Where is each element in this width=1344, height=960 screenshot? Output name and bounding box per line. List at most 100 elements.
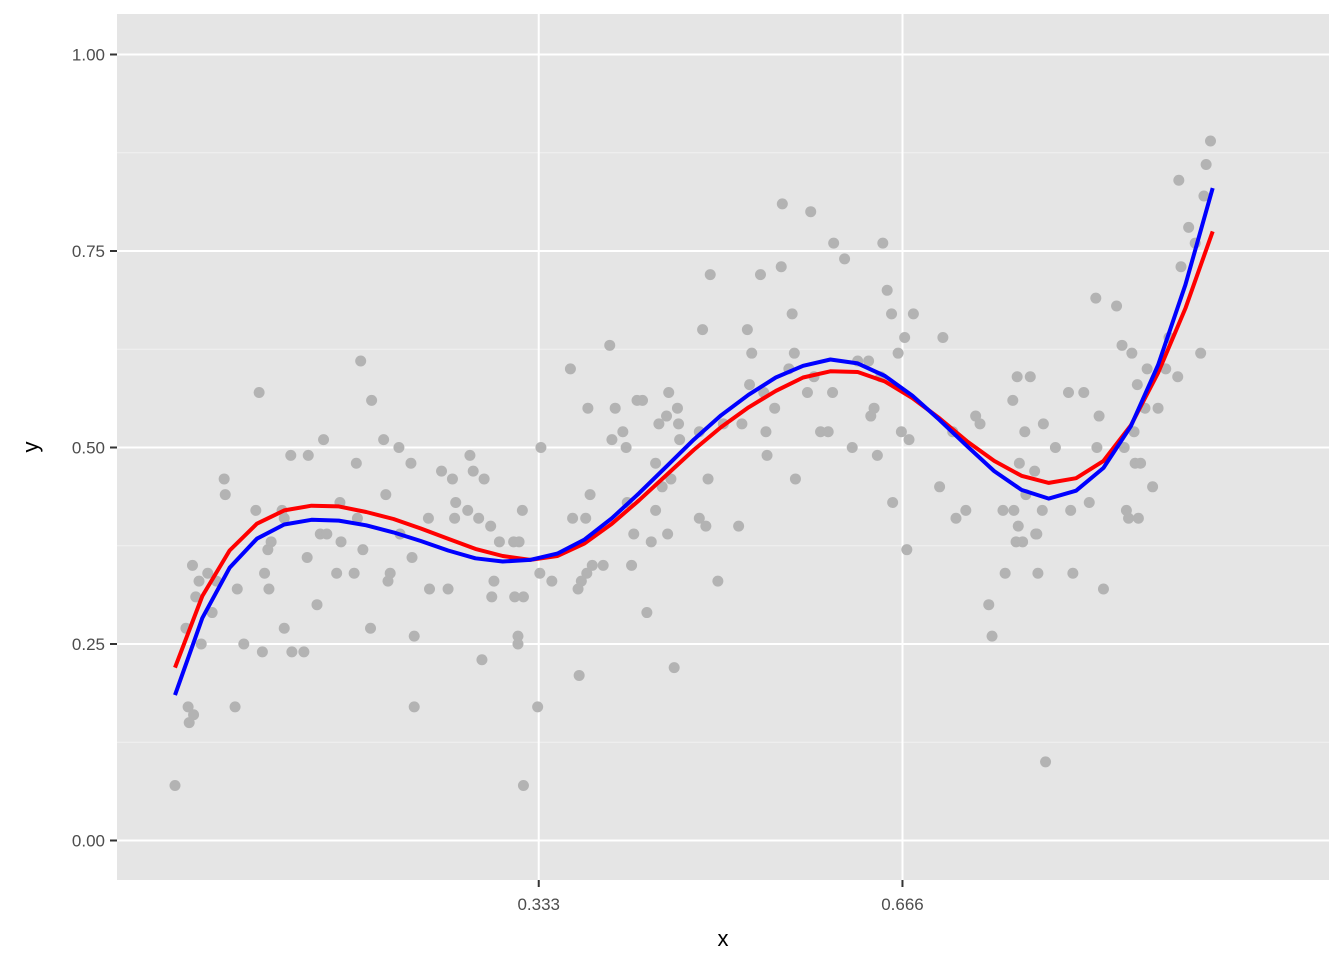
data-point — [351, 512, 363, 524]
data-point — [1183, 221, 1195, 233]
data-point — [827, 386, 839, 398]
data-point — [1011, 371, 1023, 383]
data-point — [805, 206, 817, 218]
x-tick-label: 0.666 — [881, 895, 924, 914]
data-point — [393, 442, 405, 453]
data-point — [478, 473, 490, 485]
data-point — [871, 449, 883, 461]
data-point — [357, 544, 369, 556]
data-point — [702, 473, 714, 485]
data-point — [1200, 159, 1212, 171]
data-point — [573, 669, 585, 681]
data-point — [1031, 528, 1043, 540]
data-point — [365, 622, 377, 634]
data-point — [604, 339, 616, 351]
data-point — [1205, 135, 1217, 147]
data-point — [513, 536, 525, 548]
data-point — [788, 347, 800, 359]
data-point — [424, 583, 436, 595]
data-point — [769, 402, 781, 414]
data-point — [637, 394, 649, 406]
data-point — [218, 473, 230, 485]
data-point — [822, 426, 834, 438]
y-tick-label: 1.00 — [72, 46, 105, 65]
data-point — [464, 449, 476, 461]
data-point — [584, 489, 596, 501]
x-axis-title: x — [718, 926, 729, 951]
data-point — [581, 567, 593, 579]
data-point — [776, 198, 788, 210]
data-point — [298, 646, 310, 658]
data-point — [193, 575, 205, 587]
data-point — [661, 410, 673, 422]
data-point — [488, 575, 500, 587]
data-point — [892, 347, 904, 359]
data-point — [366, 394, 378, 406]
data-point — [318, 434, 330, 446]
data-point — [1123, 512, 1135, 524]
data-point — [265, 536, 277, 548]
data-point — [1175, 261, 1187, 273]
data-point — [641, 607, 653, 619]
data-point — [1172, 371, 1184, 383]
data-point — [712, 575, 724, 587]
data-point — [473, 512, 485, 524]
data-point — [1032, 567, 1044, 579]
data-point — [828, 237, 840, 249]
data-point — [628, 528, 640, 540]
data-point — [1008, 504, 1020, 516]
data-point — [775, 261, 787, 273]
data-point — [331, 567, 343, 579]
data-point — [476, 654, 488, 666]
data-point — [442, 583, 454, 595]
y-tick-label: 0.75 — [72, 242, 105, 261]
data-point — [263, 583, 275, 595]
data-point — [311, 599, 323, 611]
data-point — [907, 308, 919, 320]
data-point — [997, 504, 1009, 516]
red-fit-line — [173, 230, 1215, 669]
data-point — [229, 701, 241, 713]
fit-lines — [173, 187, 1215, 696]
data-point — [789, 473, 801, 485]
data-point — [1040, 756, 1052, 768]
data-point — [736, 418, 748, 430]
data-point — [1195, 347, 1207, 359]
data-point — [1111, 300, 1123, 312]
data-point — [1135, 457, 1147, 469]
data-point — [532, 701, 544, 713]
data-point — [1132, 512, 1144, 524]
data-point — [899, 331, 911, 343]
data-point — [1118, 442, 1130, 453]
y-tick-label: 0.25 — [72, 635, 105, 654]
data-point — [1017, 536, 1029, 548]
data-point — [436, 465, 448, 477]
data-point — [653, 418, 665, 430]
data-point — [449, 512, 461, 524]
data-point — [493, 536, 505, 548]
data-point — [182, 701, 194, 713]
data-point — [741, 324, 753, 336]
data-point — [485, 520, 497, 532]
data-point — [645, 536, 657, 548]
data-point — [754, 269, 766, 281]
data-point — [301, 552, 313, 564]
data-point — [1198, 190, 1210, 202]
data-point — [1024, 371, 1036, 383]
data-point — [384, 567, 396, 579]
data-point — [1067, 567, 1079, 579]
data-point — [1007, 394, 1019, 406]
data-point — [1083, 497, 1095, 509]
data-point — [378, 434, 390, 446]
data-point — [231, 583, 243, 595]
data-point — [285, 449, 297, 461]
data-point — [863, 355, 875, 367]
data-point — [626, 559, 638, 571]
data-point — [620, 442, 632, 453]
data-point — [335, 536, 347, 548]
data-point — [486, 591, 498, 603]
data-point — [903, 434, 915, 446]
y-tick-label: 0.50 — [72, 439, 105, 458]
data-point — [868, 402, 880, 414]
